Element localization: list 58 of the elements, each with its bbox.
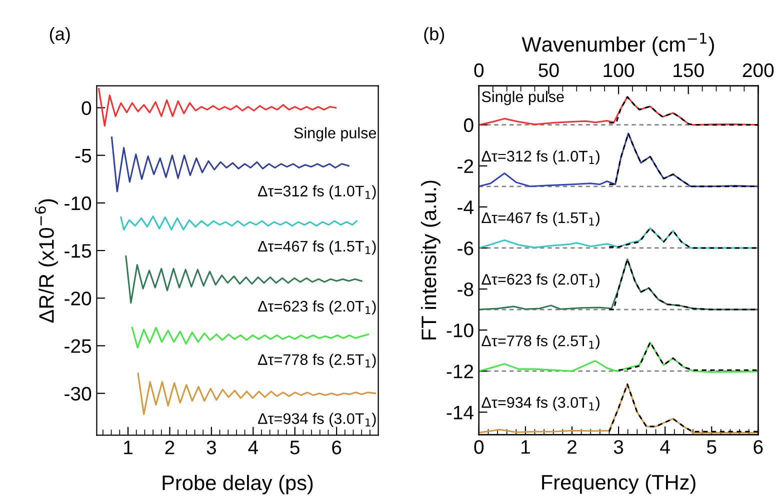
x-tick-label: 0 <box>474 440 484 454</box>
series-label: Δτ=312 fs (1.0T$_{1}$) <box>258 185 376 200</box>
line-series <box>120 216 358 230</box>
x2-tick-label: 100 <box>604 63 634 78</box>
series-label: Δτ=934 fs (3.0T$_{1}$) <box>482 396 600 411</box>
x-tick-label: 4 <box>660 440 670 454</box>
series-label: Δτ=778 fs (2.5T$_{1}$) <box>258 354 376 368</box>
x2-axis-title: Wavenumber (cm$^{−1}$) <box>522 32 714 56</box>
series-label: Single pulse <box>294 127 376 142</box>
x-tick-label: 3 <box>614 440 624 454</box>
y-tick-label: 0 <box>82 101 92 115</box>
series-label: Δτ=467 fs (1.5T$_{1}$) <box>482 212 600 226</box>
y-tick-label: -5 <box>75 149 92 163</box>
x-tick-label: 6 <box>754 440 763 454</box>
y-tick-label: -15 <box>64 244 92 258</box>
y-tick-label: -4 <box>458 200 474 214</box>
y-tick-label: -10 <box>64 196 92 210</box>
series-label: Δτ=623 fs (2.0T$_{1}$) <box>258 300 376 315</box>
line-series <box>478 258 758 310</box>
x-tick-label: 2 <box>568 440 576 454</box>
series-label: Δτ=934 fs (3.0T$_{1}$) <box>258 412 376 428</box>
y-tick-label: -8 <box>458 282 474 296</box>
line-series <box>131 326 370 348</box>
line-series <box>478 132 758 188</box>
chart-title: (b) <box>424 27 444 44</box>
series-label: Single pulse <box>482 90 564 106</box>
y-tick-label: -30 <box>64 386 92 401</box>
x-tick-label: 1 <box>522 440 530 454</box>
y-tick-label: -25 <box>64 339 92 353</box>
y-axis-title: ΔR/R (x10$^{−6}$) <box>34 199 58 323</box>
chart-title: (a) <box>50 27 70 44</box>
x-tick-label: 1 <box>124 440 132 454</box>
x-tick-label: 3 <box>206 440 216 454</box>
y-tick-label: 0 <box>464 118 474 132</box>
x2-tick-label: 0 <box>474 63 484 78</box>
x2-tick-label: 150 <box>674 63 704 78</box>
y-tick-label: -6 <box>458 241 474 256</box>
y-tick-label: -14 <box>446 406 474 420</box>
y-axis-title: FT intensity (a.u.) <box>420 180 440 340</box>
line-series <box>98 88 337 127</box>
x-axis-title: Probe delay (ps) <box>162 474 313 494</box>
series-label: Δτ=778 fs (2.5T$_{1}$) <box>482 335 600 350</box>
x-tick-label: 2 <box>165 440 174 454</box>
y-tick-label: -20 <box>64 292 92 306</box>
series-label: Δτ=467 fs (1.5T$_{1}$) <box>258 240 376 255</box>
x-axis-title: Frequency (THz) <box>542 474 696 494</box>
x-tick-label: 4 <box>248 440 258 454</box>
series-label: Δτ=623 fs (2.0T$_{1}$) <box>482 274 600 288</box>
series-label: Δτ=312 fs (1.0T$_{1}$) <box>482 150 600 165</box>
x2-tick-label: 200 <box>742 63 774 78</box>
y-tick-label: -2 <box>458 159 474 173</box>
x2-tick-label: 50 <box>538 63 559 78</box>
x-tick-label: 6 <box>332 440 342 454</box>
y-tick-label: -12 <box>446 364 474 378</box>
y-tick-label: -10 <box>446 324 474 338</box>
x-tick-label: 5 <box>290 440 300 454</box>
x-tick-label: 5 <box>706 440 716 454</box>
line-series <box>478 227 758 249</box>
